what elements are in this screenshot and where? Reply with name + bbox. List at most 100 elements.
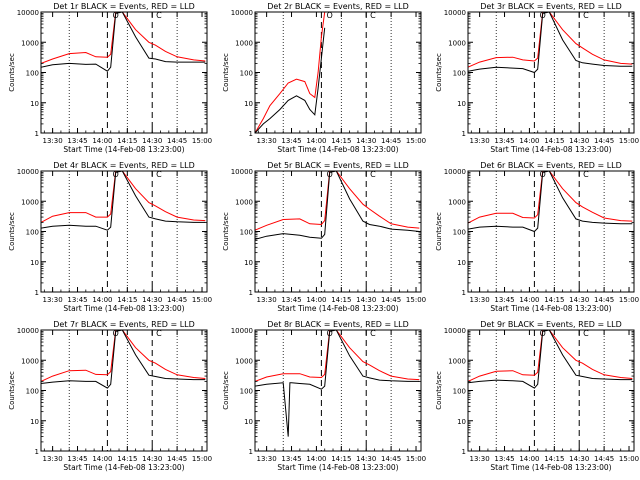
x-tick-label: 13:30 bbox=[43, 455, 63, 463]
y-tick-label: 10000 bbox=[17, 168, 39, 176]
x-tick-label: 14:30 bbox=[569, 137, 589, 145]
marker-label: O bbox=[540, 11, 546, 20]
y-tick-label: 10 bbox=[244, 100, 253, 108]
x-tick-label: 14:00 bbox=[92, 296, 112, 304]
x-tick-label: 14:15 bbox=[117, 455, 137, 463]
marker-label: O bbox=[327, 329, 333, 338]
y-tick-label: 10 bbox=[457, 418, 466, 426]
x-tick-label: 14:45 bbox=[381, 137, 401, 145]
x-tick-label: 14:45 bbox=[594, 296, 614, 304]
y-tick-label: 100 bbox=[26, 70, 39, 78]
y-tick-label: 100 bbox=[453, 229, 466, 237]
x-axis-label: Start Time (14-Feb-08 13:23:00) bbox=[277, 145, 398, 154]
x-tick-label: 15:00 bbox=[619, 296, 639, 304]
y-tick-label: 10000 bbox=[231, 168, 253, 176]
x-tick-label: 13:30 bbox=[257, 296, 277, 304]
y-tick-label: 10 bbox=[244, 259, 253, 267]
x-tick-label: 15:00 bbox=[192, 296, 212, 304]
y-tick-label: 1 bbox=[249, 289, 253, 297]
chart-title: Det 7r BLACK = Events, RED = LLD bbox=[53, 320, 195, 329]
series-line-lld bbox=[255, 330, 420, 382]
marker-label: O bbox=[113, 170, 119, 179]
chart-title: Det 2r BLACK = Events, RED = LLD bbox=[267, 2, 409, 11]
marker-label: O bbox=[540, 170, 546, 179]
series-line-events bbox=[468, 330, 633, 389]
x-tick-label: 14:00 bbox=[306, 296, 326, 304]
x-tick-label: 14:00 bbox=[519, 137, 539, 145]
marker-label: C bbox=[583, 170, 589, 179]
y-tick-label: 100 bbox=[453, 70, 466, 78]
x-tick-label: 15:00 bbox=[406, 455, 426, 463]
x-tick-label: 14:15 bbox=[331, 137, 351, 145]
y-tick-label: 10000 bbox=[17, 327, 39, 335]
y-axis-label: Counts/sec bbox=[222, 371, 230, 410]
series-group bbox=[41, 171, 206, 231]
x-tick-label: 13:30 bbox=[43, 296, 63, 304]
y-tick-label: 1000 bbox=[235, 357, 253, 365]
marker-label: C bbox=[156, 329, 162, 338]
x-tick-label: 14:15 bbox=[544, 455, 564, 463]
x-tick-label: 14:30 bbox=[142, 296, 162, 304]
x-tick-label: 14:15 bbox=[331, 296, 351, 304]
x-axis-label: Start Time (14-Feb-08 13:23:00) bbox=[277, 463, 398, 472]
y-tick-label: 100 bbox=[240, 70, 253, 78]
y-tick-label: 10000 bbox=[444, 168, 466, 176]
x-tick-label: 13:30 bbox=[257, 137, 277, 145]
x-tick-label: 13:45 bbox=[67, 296, 87, 304]
series-line-events bbox=[41, 330, 206, 389]
x-axis-label: Start Time (14-Feb-08 13:23:00) bbox=[277, 304, 398, 313]
series-line-events bbox=[255, 27, 326, 133]
y-tick-label: 100 bbox=[26, 388, 39, 396]
y-tick-label: 1 bbox=[462, 289, 466, 297]
series-line-lld bbox=[468, 330, 633, 382]
x-tick-label: 14:30 bbox=[142, 137, 162, 145]
x-tick-label: 14:45 bbox=[594, 455, 614, 463]
y-tick-label: 1 bbox=[35, 130, 39, 138]
x-axis-label: Start Time (14-Feb-08 13:23:00) bbox=[63, 145, 184, 154]
y-tick-label: 100 bbox=[240, 388, 253, 396]
marker-label: O bbox=[327, 11, 333, 20]
x-tick-label: 14:30 bbox=[569, 455, 589, 463]
series-group bbox=[41, 12, 206, 72]
x-tick-label: 14:00 bbox=[92, 455, 112, 463]
series-line-events bbox=[468, 171, 633, 233]
y-tick-label: 10000 bbox=[231, 9, 253, 17]
x-tick-label: 14:00 bbox=[92, 137, 112, 145]
x-tick-label: 14:45 bbox=[167, 455, 187, 463]
x-tick-label: 14:45 bbox=[167, 137, 187, 145]
x-axis-label: Start Time (14-Feb-08 13:23:00) bbox=[490, 145, 611, 154]
x-tick-label: 14:15 bbox=[117, 296, 137, 304]
chart-title: Det 4r BLACK = Events, RED = LLD bbox=[53, 161, 195, 170]
x-tick-label: 14:30 bbox=[356, 455, 376, 463]
marker-label: C bbox=[583, 329, 589, 338]
x-tick-label: 14:15 bbox=[331, 455, 351, 463]
series-line-events bbox=[468, 12, 633, 74]
y-tick-label: 1 bbox=[462, 448, 466, 456]
y-tick-label: 1 bbox=[249, 130, 253, 138]
x-tick-label: 15:00 bbox=[406, 296, 426, 304]
y-tick-label: 100 bbox=[26, 229, 39, 237]
y-tick-label: 1 bbox=[35, 448, 39, 456]
x-tick-label: 14:00 bbox=[519, 296, 539, 304]
y-tick-label: 1000 bbox=[235, 198, 253, 206]
series-line-events bbox=[255, 330, 420, 437]
chart-title: Det 6r BLACK = Events, RED = LLD bbox=[480, 161, 622, 170]
marker-label: C bbox=[156, 170, 162, 179]
y-tick-label: 1000 bbox=[235, 39, 253, 47]
x-tick-label: 13:45 bbox=[494, 137, 514, 145]
marker-label: C bbox=[156, 11, 162, 20]
series-group bbox=[468, 330, 633, 389]
y-tick-label: 10 bbox=[30, 100, 39, 108]
y-tick-label: 1 bbox=[249, 448, 253, 456]
marker-label: O bbox=[540, 329, 546, 338]
series-group bbox=[255, 12, 326, 133]
x-tick-label: 14:30 bbox=[569, 296, 589, 304]
x-tick-label: 15:00 bbox=[192, 455, 212, 463]
y-tick-label: 10000 bbox=[231, 327, 253, 335]
x-axis-label: Start Time (14-Feb-08 13:23:00) bbox=[490, 463, 611, 472]
